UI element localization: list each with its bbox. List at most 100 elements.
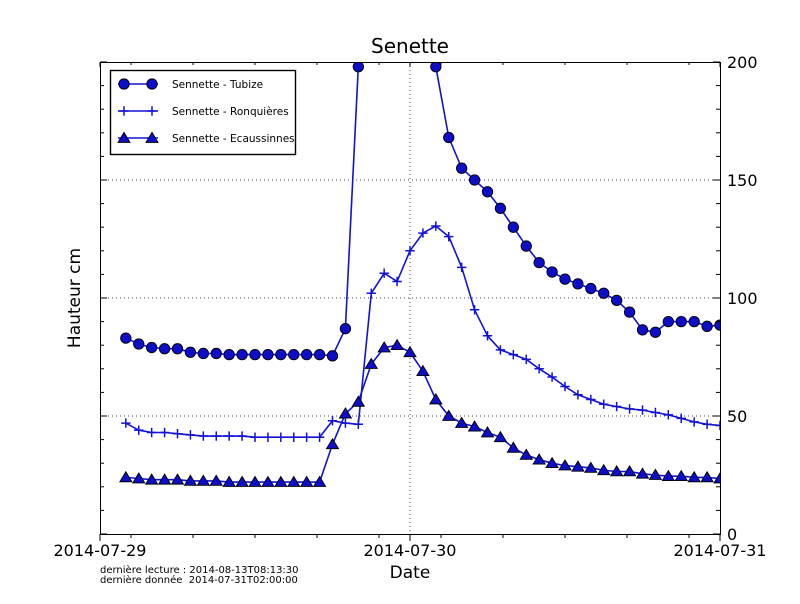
- circle-marker: [120, 332, 132, 344]
- plus-marker: [676, 413, 686, 424]
- plus-marker: [121, 418, 131, 428]
- series-sennette-ecaussinnes: [119, 338, 720, 487]
- circle-marker: [133, 338, 145, 350]
- triangle-marker: [145, 131, 159, 143]
- triangle-marker: [235, 475, 249, 487]
- triangle-marker: [222, 475, 236, 487]
- plus-marker: [353, 419, 364, 429]
- triangle-marker: [596, 463, 611, 476]
- triangle-marker: [441, 409, 456, 421]
- series-sennette-ronqui-res: [121, 221, 720, 442]
- plus-marker: [392, 276, 402, 287]
- plus-marker: [147, 106, 157, 116]
- triangle-marker: [170, 473, 185, 485]
- triangle-marker: [700, 470, 714, 483]
- circle-marker: [171, 343, 184, 355]
- circle-marker: [443, 131, 455, 144]
- triangle-marker: [519, 448, 534, 460]
- circle-marker: [598, 287, 610, 299]
- circle-marker: [288, 348, 300, 361]
- circle-marker: [572, 278, 584, 290]
- plus-marker: [379, 268, 389, 278]
- circle-marker: [262, 348, 274, 361]
- plus-marker: [573, 390, 583, 400]
- plus-marker: [289, 432, 299, 442]
- plus-marker: [276, 432, 286, 442]
- triangle-marker: [674, 469, 689, 482]
- triangle-marker: [286, 475, 301, 487]
- data-series: [119, 62, 720, 487]
- triangle-marker: [648, 468, 663, 480]
- plus-marker: [715, 420, 720, 431]
- plus-marker: [250, 432, 260, 442]
- triangle-marker: [338, 407, 353, 419]
- plus-marker: [444, 231, 454, 242]
- plus-marker: [508, 349, 519, 360]
- series-sennette-tubize: [120, 62, 720, 362]
- series-line: [125, 225, 720, 438]
- triangle-marker: [454, 416, 469, 428]
- plus-marker: [637, 405, 648, 415]
- triangle-marker: [312, 475, 327, 487]
- plus-marker: [663, 410, 674, 420]
- y-tick-label-150: 150: [727, 171, 758, 190]
- triangle-marker: [622, 464, 637, 477]
- plus-marker: [547, 372, 557, 382]
- plus-marker: [611, 401, 622, 412]
- triangle-marker: [609, 464, 624, 477]
- circle-marker: [249, 348, 261, 361]
- x-tick-label-2014-07-29: 2014-07-29: [54, 541, 147, 560]
- plus-marker: [689, 417, 699, 427]
- x-axis-label: Date: [390, 563, 431, 583]
- plus-marker: [198, 431, 209, 441]
- circle-marker: [339, 323, 352, 335]
- triangle-marker: [571, 460, 585, 472]
- triangle-marker: [429, 393, 443, 405]
- plus-marker: [702, 419, 712, 429]
- circle-marker: [236, 348, 248, 361]
- triangle-marker: [144, 473, 159, 485]
- triangle-marker: [635, 467, 650, 479]
- plus-marker: [211, 431, 221, 441]
- triangle-marker: [274, 475, 288, 487]
- circle-marker: [184, 346, 197, 358]
- y-tick-label-100: 100: [727, 289, 758, 308]
- legend-marker-samples: [117, 78, 159, 143]
- plus-marker: [650, 407, 661, 418]
- plus-marker: [134, 425, 144, 435]
- plus-marker: [560, 381, 570, 392]
- triangle-marker: [131, 472, 146, 484]
- circle-marker: [662, 315, 674, 328]
- triangle-marker: [403, 345, 417, 358]
- triangle-marker: [558, 459, 572, 471]
- plus-marker: [521, 354, 531, 365]
- plus-marker: [366, 288, 376, 298]
- triangle-marker: [364, 357, 379, 369]
- triangle-marker: [545, 456, 559, 469]
- chart-title: Senette: [371, 34, 449, 58]
- legend-label-ronquieres: Sennette - Ronquières: [172, 106, 289, 118]
- circle-marker: [158, 343, 171, 355]
- circle-marker: [675, 315, 687, 328]
- plus-marker: [405, 246, 415, 256]
- circle-marker: [468, 174, 481, 186]
- circle-marker: [520, 240, 532, 252]
- circle-marker: [533, 256, 545, 269]
- circle-marker: [481, 186, 494, 198]
- plus-marker: [495, 345, 506, 355]
- triangle-marker: [261, 475, 275, 487]
- circle-marker: [223, 348, 235, 361]
- circle-marker: [611, 294, 623, 307]
- plus-marker: [146, 427, 157, 438]
- plus-marker: [482, 331, 493, 341]
- circle-marker: [649, 326, 662, 338]
- legend: Sennette - Tubize Sennette - Ronquières …: [109, 69, 297, 156]
- circle-marker: [146, 341, 158, 354]
- triangle-marker: [183, 474, 198, 486]
- triangle-marker: [157, 473, 172, 485]
- plus-marker: [431, 221, 441, 231]
- triangle-marker: [467, 420, 482, 432]
- triangle-marker: [351, 395, 366, 407]
